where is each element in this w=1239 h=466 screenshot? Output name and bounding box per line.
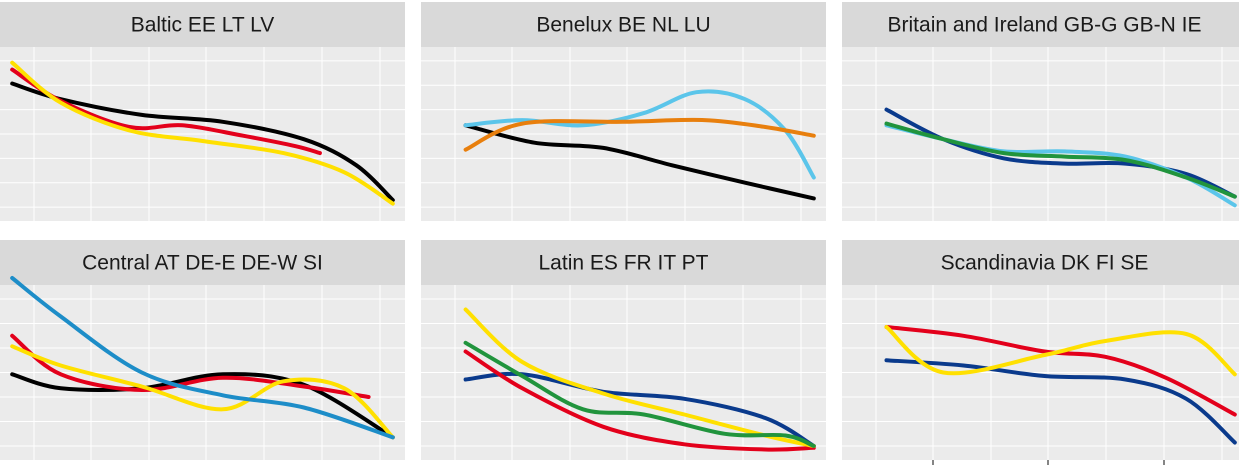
- facet-latin-es-fr-it-pt: Latin ES FR IT PT: [421, 240, 826, 460]
- facet-title: Baltic EE LT LV: [131, 14, 275, 37]
- facet-strip: [421, 2, 826, 47]
- facet-title: Britain and Ireland GB-G GB-N IE: [888, 14, 1202, 37]
- series-line-yellow: [10, 344, 395, 440]
- series-line-navy: [884, 358, 1237, 445]
- facet-central-at-de-e-de-w-si: Central AT DE-E DE-W SI: [0, 240, 405, 460]
- series-line-red: [10, 333, 371, 399]
- facet-title: Central AT DE-E DE-W SI: [82, 252, 323, 275]
- facet-title: Latin ES FR IT PT: [539, 252, 709, 275]
- series-line-light-blue: [463, 89, 816, 180]
- series-line-green: [884, 121, 1237, 199]
- series-line-steel-blue: [10, 276, 395, 440]
- facet-strip: [0, 240, 405, 285]
- gridlines: [842, 285, 1239, 460]
- series-line-black: [10, 372, 395, 440]
- series-line-black: [463, 123, 816, 201]
- series-line-red: [884, 325, 1237, 417]
- series-line-orange: [463, 117, 816, 152]
- gridlines: [842, 47, 1239, 221]
- gridlines: [0, 47, 405, 221]
- series-line-green: [463, 340, 816, 448]
- facet-scandinavia-dk-fi-se: Scandinavia DK FI SE: [842, 240, 1239, 465]
- facet-strip: [421, 240, 826, 285]
- facet-baltic-ee-lt-lv: Baltic EE LT LV: [0, 2, 405, 221]
- facet-benelux-be-nl-lu: Benelux BE NL LU: [421, 2, 826, 221]
- facet-title: Scandinavia DK FI SE: [941, 252, 1149, 275]
- facet-strip: [0, 2, 405, 47]
- series-line-yellow: [884, 325, 1237, 377]
- series-line-yellow: [10, 60, 395, 206]
- facet-strip: [842, 2, 1239, 47]
- facet-title: Benelux BE NL LU: [536, 14, 710, 37]
- series-line-red: [463, 349, 816, 452]
- facet-britain-and-ireland-gb-g-gb-n-ie: Britain and Ireland GB-G GB-N IE: [842, 2, 1239, 221]
- facet-strip: [842, 240, 1239, 285]
